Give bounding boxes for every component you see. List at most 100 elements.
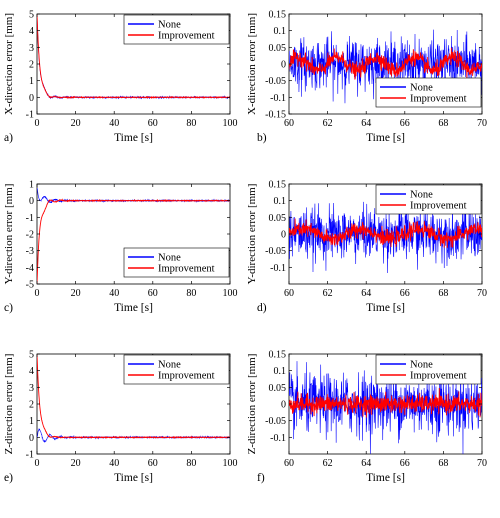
y-tick-label: 0.05 — [269, 43, 287, 54]
panel-d: 60 62 64 66 68 70 -0.1 -0.05 0 0.05 0.1 0.15 Y-direc… — [246, 180, 487, 315]
legend-entry-none: None — [158, 253, 181, 264]
x-tick-label: 40 — [109, 118, 119, 129]
series-line-improvement — [37, 354, 230, 439]
legend-box — [375, 354, 482, 385]
legend-entry-none: None — [158, 360, 181, 371]
y-tick-label: -5 — [26, 280, 34, 291]
x-tick-label: 80 — [186, 288, 196, 299]
x-tick-label: 0 — [35, 118, 40, 129]
x-tick-label: 68 — [438, 288, 448, 299]
x-tick-label: 40 — [109, 458, 119, 469]
y-axis-label: Z-direction error [mm] — [246, 354, 258, 455]
y-tick-label: 0 — [281, 230, 286, 241]
y-tick-label: 1 — [29, 180, 34, 191]
series-line-improvement — [37, 198, 230, 284]
x-tick-label: 40 — [109, 288, 119, 299]
x-axis-label: Time [s] — [366, 132, 405, 144]
x-tick-label: 60 — [148, 118, 158, 129]
x-tick-label: 0 — [35, 458, 40, 469]
x-tick-label: 60 — [148, 458, 158, 469]
legend-entry-none: None — [410, 83, 433, 94]
x-tick-label: 68 — [438, 458, 448, 469]
x-tick-label: 70 — [477, 288, 487, 299]
x-axis-label: Time [s] — [114, 472, 153, 484]
y-tick-label: 0.05 — [269, 213, 287, 224]
y-tick-label: 0.15 — [269, 180, 287, 191]
x-tick-label: 64 — [361, 458, 371, 469]
legend-entry-improvement: Improvement — [158, 264, 215, 275]
x-tick-label: 64 — [361, 118, 371, 129]
x-tick-label: 100 — [223, 458, 238, 469]
y-tick-label: 5 — [29, 10, 34, 21]
y-tick-label: 3 — [29, 43, 34, 54]
y-tick-label: -0.1 — [270, 93, 286, 104]
y-tick-label: 0 — [281, 400, 286, 411]
legend-box — [123, 14, 230, 45]
y-tick-label: -0.05 — [265, 76, 286, 87]
y-tick-label: 0.15 — [269, 350, 287, 361]
y-tick-label: 0.05 — [269, 383, 287, 394]
y-tick-label: 2 — [29, 60, 34, 71]
x-tick-label: 62 — [323, 288, 333, 299]
x-tick-label: 60 — [284, 458, 294, 469]
y-tick-label: -1 — [26, 213, 34, 224]
x-tick-label: 20 — [71, 118, 81, 129]
panel-letter: a) — [4, 132, 13, 144]
y-tick-label: 0.1 — [274, 366, 287, 377]
legend-entry-improvement: Improvement — [410, 371, 467, 382]
legend-box — [375, 184, 482, 215]
series-group — [289, 200, 482, 274]
y-tick-label: 0 — [29, 93, 34, 104]
x-axis-label: Time [s] — [366, 472, 405, 484]
x-axis-label: Time [s] — [114, 302, 153, 314]
x-tick-label: 20 — [71, 288, 81, 299]
x-tick-label: 100 — [223, 118, 238, 129]
series-group — [37, 187, 230, 284]
x-tick-label: 64 — [361, 288, 371, 299]
x-tick-label: 100 — [223, 288, 238, 299]
legend-entry-improvement: Improvement — [410, 94, 467, 105]
x-tick-label: 66 — [400, 288, 410, 299]
y-tick-label: -0.15 — [265, 110, 286, 121]
y-tick-label: -2 — [26, 230, 34, 241]
series-group — [37, 354, 230, 443]
series-group — [289, 361, 482, 454]
panel-letter: e) — [4, 472, 13, 484]
y-tick-label: -3 — [26, 246, 34, 257]
y-tick-label: 2 — [29, 400, 34, 411]
panel-letter: b) — [257, 132, 267, 144]
y-tick-label: 0.1 — [274, 196, 287, 207]
legend-entry-none: None — [158, 20, 181, 31]
y-axis-label: Y-direction error [mm] — [3, 184, 15, 285]
x-tick-label: 80 — [186, 118, 196, 129]
panel-letter: c) — [4, 302, 13, 314]
y-tick-label: 4 — [29, 26, 34, 37]
y-tick-label: 0 — [29, 196, 34, 207]
y-axis-label: X-direction error [mm] — [246, 13, 258, 115]
legend-entry-improvement: Improvement — [158, 31, 215, 42]
panel-c: 0 20 40 60 80 100 -5 -4 -3 -2 -1 0 1 Y-direction erro… — [3, 180, 238, 315]
panel-letter: d) — [257, 302, 267, 314]
series-group — [289, 29, 482, 105]
x-axis-label: Time [s] — [366, 302, 405, 314]
x-tick-label: 62 — [323, 118, 333, 129]
x-tick-label: 20 — [71, 458, 81, 469]
x-tick-label: 62 — [323, 458, 333, 469]
y-tick-label: -1 — [26, 450, 34, 461]
x-axis-label: Time [s] — [114, 132, 153, 144]
x-tick-label: 70 — [477, 118, 487, 129]
legend-entry-none: None — [410, 190, 433, 201]
legend-entry-none: None — [410, 360, 433, 371]
x-tick-label: 70 — [477, 458, 487, 469]
series-line-improvement — [37, 14, 230, 100]
y-axis-label: Z-direction error [mm] — [3, 354, 15, 455]
x-tick-label: 80 — [186, 458, 196, 469]
legend-entry-improvement: Improvement — [158, 371, 215, 382]
